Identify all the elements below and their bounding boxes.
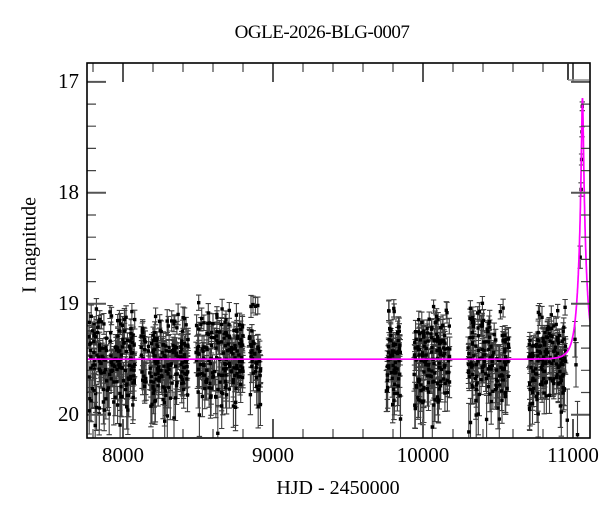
model-curve <box>87 97 590 361</box>
error-bars <box>87 101 585 438</box>
x-axis-label: HJD - 2450000 <box>276 477 400 499</box>
x-tick-label: 8000 <box>102 443 144 467</box>
data-layer <box>87 97 590 438</box>
chart-title: OGLE-2026-BLG-0007 <box>234 22 410 43</box>
data-points <box>87 104 584 437</box>
y-tick-label: 20 <box>58 402 79 427</box>
y-tick-label: 17 <box>58 69 79 94</box>
y-tick-label: 19 <box>58 291 79 316</box>
x-tick-label: 11000 <box>547 443 599 467</box>
minor-ticks <box>87 63 590 438</box>
x-tick-label: 10000 <box>396 443 450 467</box>
x-tick-label: 9000 <box>252 443 295 467</box>
y-tick-label: 18 <box>58 180 79 205</box>
y-axis-label: I magnitude <box>18 196 41 294</box>
major-ticks <box>87 63 590 438</box>
plot-frame <box>86 62 591 439</box>
